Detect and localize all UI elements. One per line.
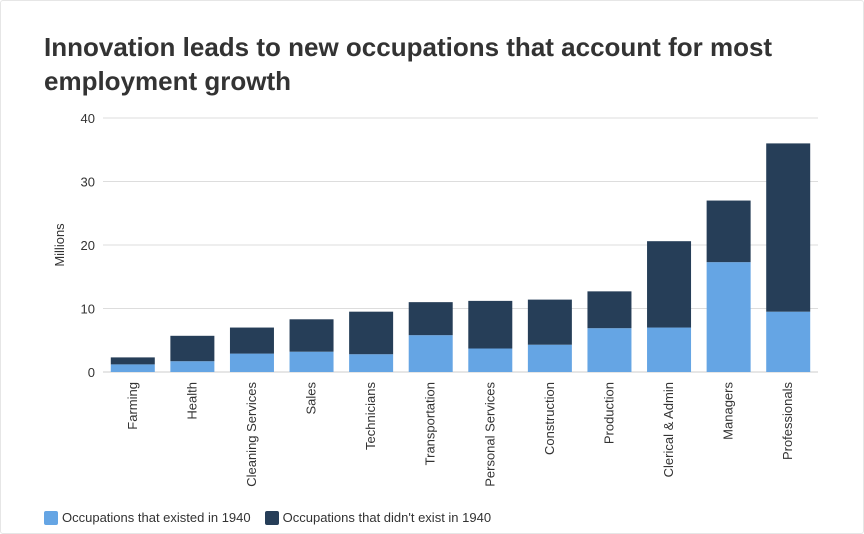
- bar-existed[interactable]: [707, 262, 751, 372]
- y-tick-label: 10: [81, 302, 95, 317]
- bars: [111, 143, 810, 372]
- x-tick-label: Transportation: [423, 382, 438, 465]
- bar-new[interactable]: [766, 143, 810, 311]
- x-tick-label: Health: [184, 382, 199, 420]
- y-tick-label: 30: [81, 175, 95, 190]
- x-tick-label: Professionals: [780, 382, 795, 461]
- bar-new[interactable]: [230, 328, 274, 354]
- x-tick-label: Farming: [125, 382, 140, 430]
- bar-existed[interactable]: [587, 328, 631, 372]
- x-tick-label: Technicians: [363, 382, 378, 450]
- x-tick-label: Sales: [304, 382, 319, 415]
- bar-new[interactable]: [528, 300, 572, 345]
- y-tick-labels: 0 10 20 30 40: [81, 111, 95, 380]
- bar-new[interactable]: [587, 291, 631, 328]
- bar-existed[interactable]: [111, 364, 155, 372]
- bar-existed[interactable]: [170, 361, 214, 372]
- x-tick-label: Production: [601, 382, 616, 444]
- legend-label-existed: Occupations that existed in 1940: [62, 510, 251, 525]
- bar-existed[interactable]: [647, 328, 691, 372]
- legend-item-existed[interactable]: Occupations that existed in 1940: [44, 510, 251, 525]
- x-tick-label: Clerical & Admin: [661, 382, 676, 477]
- bar-existed[interactable]: [528, 345, 572, 372]
- legend-swatch-new: [265, 511, 279, 525]
- bar-new[interactable]: [170, 336, 214, 361]
- y-axis-label: Millions: [52, 223, 67, 267]
- bar-existed[interactable]: [349, 354, 393, 372]
- bar-existed[interactable]: [230, 354, 274, 372]
- bar-new[interactable]: [647, 241, 691, 327]
- legend-label-new: Occupations that didn't exist in 1940: [283, 510, 491, 525]
- y-tick-label: 0: [88, 365, 95, 380]
- legend: Occupations that existed in 1940 Occupat…: [44, 510, 505, 525]
- bar-new[interactable]: [707, 201, 751, 263]
- x-tick-label: Personal Services: [482, 382, 497, 487]
- bar-existed[interactable]: [409, 335, 453, 372]
- bar-new[interactable]: [290, 319, 334, 351]
- x-tick-label: Cleaning Services: [244, 382, 259, 487]
- legend-item-new[interactable]: Occupations that didn't exist in 1940: [265, 510, 491, 525]
- bar-existed[interactable]: [290, 352, 334, 372]
- legend-swatch-existed: [44, 511, 58, 525]
- x-tick-labels: Farming Health Cleaning Services Sales Techn…: [125, 382, 795, 487]
- bar-existed[interactable]: [468, 349, 512, 372]
- y-tick-label: 40: [81, 111, 95, 126]
- y-tick-label: 20: [81, 238, 95, 253]
- x-tick-label: Managers: [721, 382, 736, 440]
- bar-existed[interactable]: [766, 312, 810, 372]
- bar-new[interactable]: [111, 357, 155, 364]
- bar-new[interactable]: [349, 312, 393, 355]
- bar-new[interactable]: [468, 301, 512, 349]
- bar-new[interactable]: [409, 302, 453, 335]
- x-tick-label: Construction: [542, 382, 557, 455]
